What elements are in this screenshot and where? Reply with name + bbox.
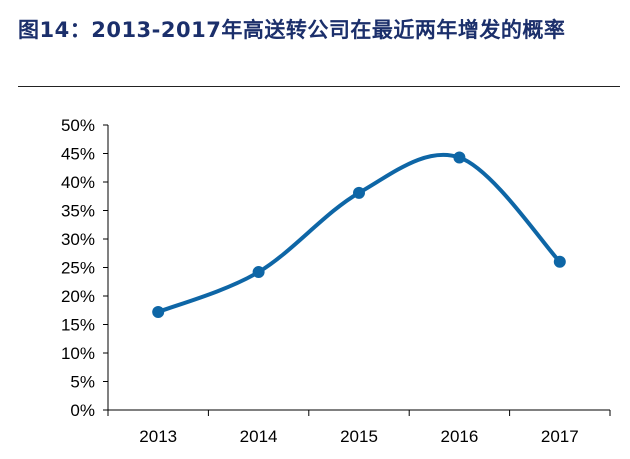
x-tick-label: 2013 (139, 427, 177, 446)
y-tick-label: 30% (61, 230, 95, 249)
y-tick-label: 10% (61, 344, 95, 363)
y-tick-label: 5% (70, 373, 95, 392)
data-point (553, 255, 566, 268)
y-tick-label: 0% (70, 401, 95, 420)
chart-tick-labels: 0% 5% 10% 15% 20% 25% 30% 35% 40% 45% 50% 2013 2014 2… (61, 116, 579, 446)
y-tick-label: 15% (61, 316, 95, 335)
y-tick-label: 45% (61, 145, 95, 164)
y-tick-label: 25% (61, 259, 95, 278)
y-tick-label: 40% (61, 173, 95, 192)
x-tick-label: 2016 (440, 427, 478, 446)
x-tick-label: 2015 (340, 427, 378, 446)
figure-title: 图14：2013-2017年高送转公司在最近两年增发的概率 (18, 18, 566, 42)
x-tick-label: 2014 (240, 427, 278, 446)
x-tick-label: 2017 (541, 427, 579, 446)
chart-series (152, 151, 566, 318)
data-point (252, 266, 265, 279)
title-divider (18, 86, 620, 87)
y-tick-label: 35% (61, 202, 95, 221)
data-point (453, 151, 466, 164)
data-point (353, 186, 365, 199)
y-tick-label: 20% (61, 287, 95, 306)
y-tick-label: 50% (61, 116, 95, 135)
data-point (152, 305, 165, 318)
chart-axes (103, 124, 611, 416)
series-line (156, 152, 562, 314)
